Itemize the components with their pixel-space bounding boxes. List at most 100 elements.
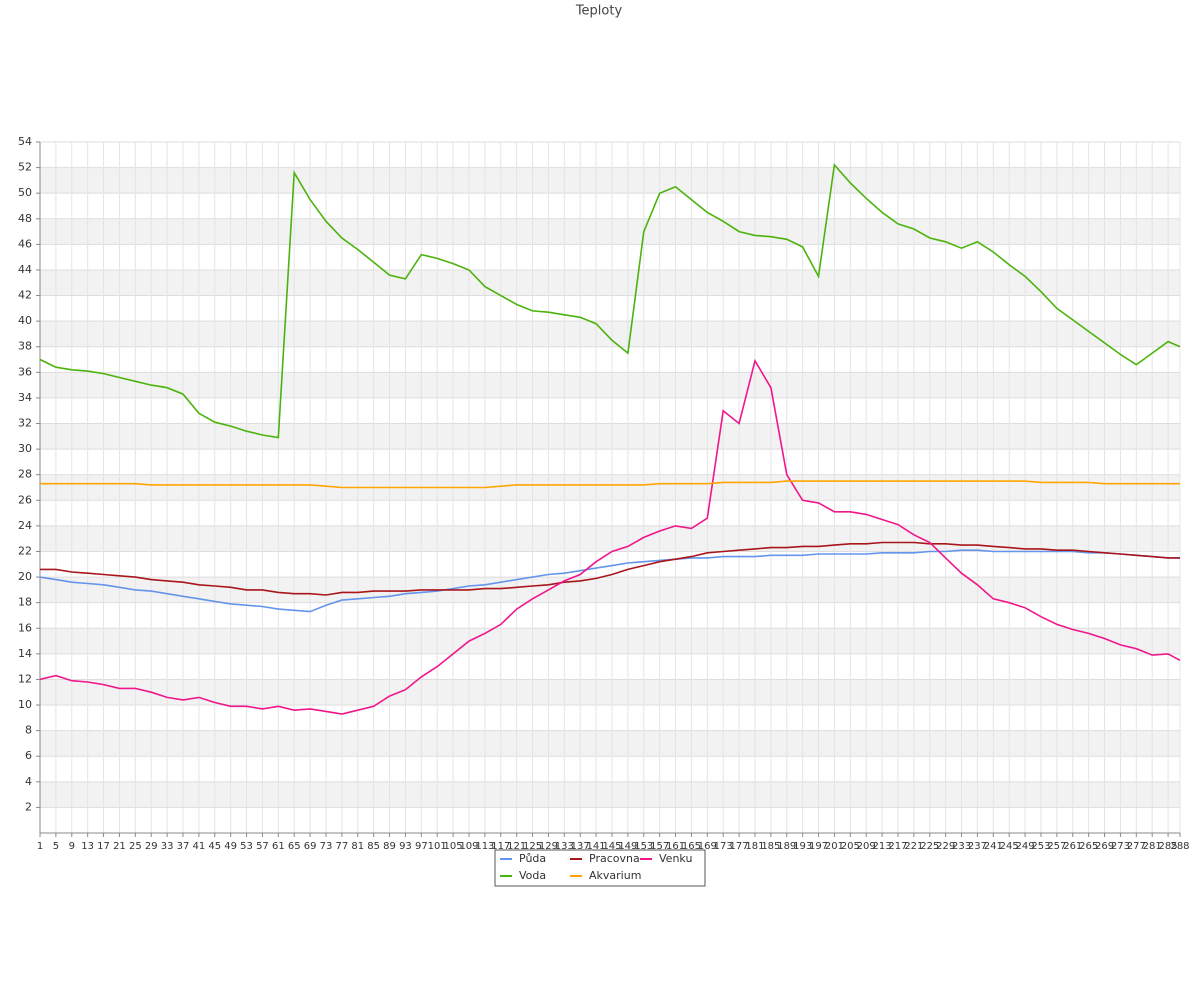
- y-tick-label: 44: [18, 263, 32, 276]
- x-tick-label: 85: [367, 841, 380, 852]
- series-line: [40, 541, 1180, 596]
- y-tick-label: 22: [18, 544, 32, 557]
- y-tick-label: 34: [18, 391, 32, 404]
- legend-box: [494, 849, 706, 887]
- grid-band: [40, 218, 1180, 245]
- x-tick-label: 57: [256, 841, 269, 852]
- x-tick-label: 269: [1095, 841, 1114, 852]
- x-tick-label: 29: [145, 841, 158, 852]
- y-tick-label: 38: [18, 340, 32, 353]
- x-tick-label: 97: [415, 841, 428, 852]
- x-tick-label: 1: [37, 841, 43, 852]
- y-tick-label: 2: [25, 800, 32, 813]
- y-tick-label: 42: [18, 289, 32, 302]
- y-tick-label: 8: [25, 724, 32, 737]
- x-tick-label: 217: [888, 841, 907, 852]
- grid-band: [40, 474, 1180, 501]
- x-tick-label: 141: [587, 841, 606, 852]
- x-tick-label: 73: [320, 841, 333, 852]
- grid-band: [40, 372, 1180, 398]
- x-tick-label: 273: [1111, 841, 1130, 852]
- x-tick-label: 237: [968, 841, 987, 852]
- grid-band: [40, 679, 1180, 706]
- x-tick-label: 261: [1063, 841, 1082, 852]
- grid-band: [40, 423, 1180, 450]
- x-tick-label: 185: [761, 841, 780, 852]
- y-tick-label: 4: [25, 775, 32, 788]
- x-tick-label: 177: [730, 841, 749, 852]
- grid-band: [40, 730, 1180, 757]
- x-tick-label: 33: [161, 841, 174, 852]
- x-tick-label: 121: [507, 841, 526, 852]
- x-tick-label: 17: [97, 841, 110, 852]
- x-tick-label: 109: [459, 841, 478, 852]
- x-tick-label: 233: [952, 841, 971, 852]
- x-tick-label: 229: [936, 841, 955, 852]
- x-tick-label: 49: [224, 841, 237, 852]
- x-tick-label: 277: [1127, 841, 1146, 852]
- x-tick-label: 213: [873, 841, 892, 852]
- x-tick-label: 221: [904, 841, 923, 852]
- x-tick-label: 265: [1079, 841, 1098, 852]
- series-line: [40, 480, 1180, 489]
- x-tick-label: 281: [1143, 841, 1162, 852]
- x-tick-label: 209: [857, 841, 876, 852]
- x-tick-label: 129: [539, 841, 558, 852]
- y-tick-label: 14: [18, 647, 32, 660]
- x-tick-label: 61: [272, 841, 285, 852]
- x-tick-label: 93: [399, 841, 412, 852]
- grid-band: [40, 781, 1180, 808]
- y-tick-label: 16: [18, 621, 32, 634]
- x-tick-label: 69: [304, 841, 317, 852]
- x-tick-label: 249: [1016, 841, 1035, 852]
- x-tick-label: 21: [113, 841, 126, 852]
- grid-band: [40, 269, 1180, 296]
- x-tick-label: 285: [1159, 841, 1178, 852]
- y-tick-label: 10: [18, 698, 32, 711]
- series-line: [39, 163, 1181, 439]
- x-tick-label: 145: [602, 841, 621, 852]
- x-tick-label: 165: [682, 841, 701, 852]
- x-tick-label: 137: [571, 841, 590, 852]
- x-tick-label: 257: [1047, 841, 1066, 852]
- y-tick-label: 48: [18, 212, 32, 225]
- grid-band: [40, 525, 1180, 552]
- x-tick-label: 189: [777, 841, 796, 852]
- x-tick-label: 25: [129, 841, 142, 852]
- chart-title: Teploty: [575, 4, 623, 19]
- grid-band: [40, 628, 1180, 654]
- legend-label: Půda: [519, 852, 546, 865]
- y-tick-label: 50: [18, 186, 32, 199]
- x-tick-label: 169: [698, 841, 717, 852]
- x-tick-label: 117: [491, 841, 510, 852]
- legend-label: Voda: [519, 869, 546, 882]
- x-tick-label: 37: [177, 841, 190, 852]
- x-tick-label: 205: [841, 841, 860, 852]
- x-tick-label: 173: [714, 841, 733, 852]
- x-tick-label: 201: [825, 841, 844, 852]
- x-tick-label: 101: [428, 841, 447, 852]
- y-tick-label: 12: [18, 672, 32, 685]
- x-tick-label: 5: [53, 841, 59, 852]
- y-tick-label: 18: [18, 596, 32, 609]
- x-tick-label: 157: [650, 841, 669, 852]
- x-tick-label: 241: [984, 841, 1003, 852]
- x-tick-label: 225: [920, 841, 939, 852]
- legend: Půda Pracovna Venku Voda Akvarium: [494, 849, 706, 887]
- x-tick-label: 181: [745, 841, 764, 852]
- x-tick-label: 89: [383, 841, 396, 852]
- x-tick-label: 45: [208, 841, 221, 852]
- x-tick-label: 13: [81, 841, 94, 852]
- grid-band: [40, 577, 1180, 603]
- y-tick-label: 40: [18, 314, 32, 327]
- x-tick-label: 153: [634, 841, 653, 852]
- legend-label: Venku: [659, 852, 692, 865]
- grid-band: [40, 167, 1180, 194]
- y-tick-label: 52: [18, 161, 32, 174]
- x-tick-label: 81: [351, 841, 364, 852]
- x-tick-label: 53: [240, 841, 253, 852]
- y-tick-label: 6: [25, 749, 32, 762]
- x-tick-label: 125: [523, 841, 542, 852]
- legend-label: Pracovna: [589, 852, 640, 865]
- series-line: [39, 358, 1181, 715]
